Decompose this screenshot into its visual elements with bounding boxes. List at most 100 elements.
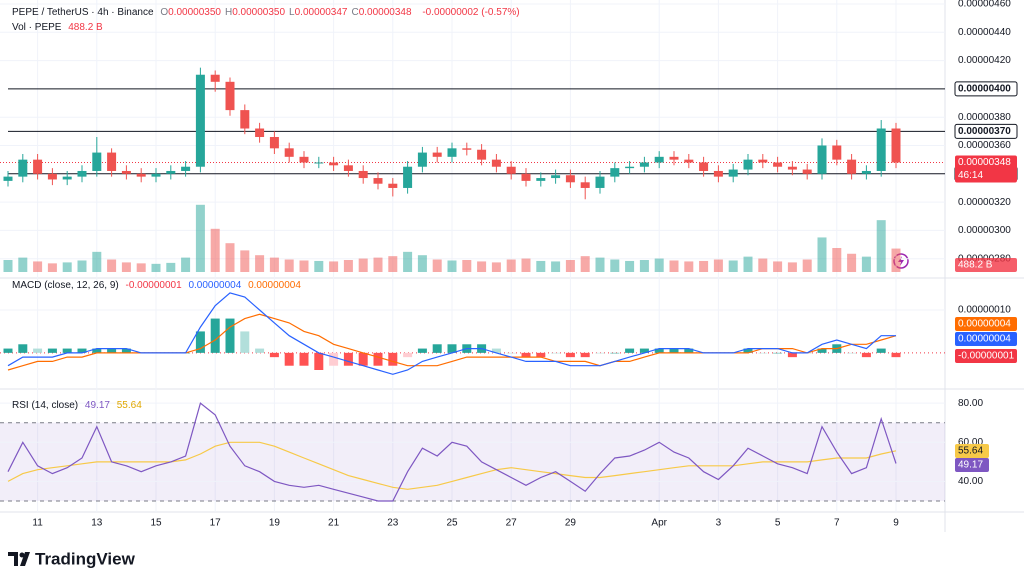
candle-body [18, 159, 28, 177]
candle-body [847, 159, 857, 174]
volume-bar [358, 258, 368, 272]
last-price-box [955, 155, 1017, 183]
macd-histogram-bar [121, 348, 131, 353]
candle-body [551, 175, 561, 179]
macd-histogram-bar [551, 352, 561, 354]
volume-bar [758, 258, 768, 272]
volume-bar [373, 257, 383, 272]
volume-legend: Vol · PEPE 488.2 B [12, 22, 107, 33]
y-tick-label: 0.00000360 [958, 140, 1011, 151]
volume-bar [817, 237, 827, 272]
candle-body [447, 148, 457, 157]
y-tick-label: 0.00000420 [958, 55, 1011, 66]
candle-body [477, 149, 487, 160]
macd-histogram-bar [3, 348, 13, 353]
macd-legend: MACD (close, 12, 26, 9) -0.00000001 0.00… [12, 280, 305, 291]
macd-histogram-bar [92, 348, 102, 353]
volume-bar [343, 260, 353, 272]
candle-body [891, 128, 901, 163]
candle-body [136, 173, 146, 177]
candle-body [639, 162, 649, 167]
volume-bar [151, 263, 161, 272]
macd-histogram-bar [580, 352, 590, 358]
volume-bar [565, 260, 575, 272]
rsi-line [7, 402, 897, 502]
candle-body [343, 165, 353, 171]
candle-body [403, 166, 413, 188]
volume-bar [787, 262, 797, 272]
candle-body [210, 74, 220, 82]
volume-bar [107, 259, 117, 272]
x-tick-label: 17 [210, 518, 222, 529]
x-tick-label: 15 [150, 518, 162, 529]
macd-histogram-bar [847, 352, 857, 354]
y-tick-label: 60.00 [958, 437, 983, 448]
candle-body [684, 159, 694, 163]
macd-histogram-bar [299, 352, 309, 366]
candle-body [699, 162, 709, 171]
y-tick-label: 0.00000440 [958, 27, 1011, 38]
macd-value-box [955, 349, 1017, 363]
candle-body [92, 152, 102, 171]
volume-bar [403, 251, 413, 272]
volume-bar [62, 262, 72, 272]
volume-bar [625, 260, 635, 272]
volume-bar [121, 262, 131, 272]
candle-body [121, 170, 131, 174]
candle-body [388, 183, 398, 188]
volume-bar [580, 256, 590, 272]
level-label-box [954, 123, 1018, 139]
brand-name: TradingView [35, 549, 136, 568]
volume-bar [536, 260, 546, 272]
volume-label-box [955, 258, 1017, 272]
y-tick-label: 0.00000380 [958, 112, 1011, 123]
volume-bar [181, 257, 191, 272]
volume-bar [743, 256, 753, 272]
y-tick-label: 40.00 [958, 476, 983, 487]
volume-bar [388, 256, 398, 272]
candle-body [876, 128, 886, 171]
macd-histogram-bar [343, 352, 353, 366]
volume-bar [595, 257, 605, 272]
x-tick-label: 21 [328, 518, 340, 529]
ohlc-value: 0.00000350 [168, 7, 221, 18]
candle-body [728, 169, 738, 177]
macd-histogram-bar [758, 352, 768, 354]
candle-body [77, 170, 87, 177]
candle-body [861, 170, 871, 174]
volume-bar [33, 261, 43, 272]
macd-histogram-bar [639, 348, 649, 353]
volume-bar [551, 261, 561, 272]
volume-bar [891, 248, 901, 272]
macd-hist-value: -0.00000001 [125, 280, 182, 291]
y-tick-label: 0.00000010 [958, 305, 1011, 316]
level-label: 0.00000370 [958, 126, 1011, 137]
volume-bar [491, 262, 501, 272]
candle-body [151, 173, 161, 177]
macd-histogram-bar [269, 352, 279, 358]
y-tick-label: 80.00 [958, 398, 983, 409]
candle-body [107, 152, 117, 171]
rsi-axis-value: 55.64 [958, 446, 983, 457]
candle-body [610, 168, 620, 177]
macd-histogram-bar [684, 348, 694, 353]
volume-bar [654, 258, 664, 272]
macd-histogram-bar [506, 352, 516, 354]
rsi-value-box [955, 458, 989, 472]
macd-histogram-bar [417, 348, 427, 353]
volume-bar [462, 260, 472, 272]
macd-histogram-bar [625, 348, 635, 353]
volume-bar [166, 262, 176, 272]
candle-body [832, 145, 842, 160]
candle-body [47, 173, 57, 180]
volume-bar [432, 259, 442, 272]
macd-histogram-bar [18, 344, 28, 353]
volume-bar [861, 256, 871, 272]
candle-body [565, 175, 575, 183]
macd-axis-value: 0.00000004 [958, 334, 1011, 345]
x-tick-label: 13 [91, 518, 103, 529]
macd-histogram-bar [195, 331, 205, 353]
ohlc-value: 0.00000350 [232, 7, 286, 18]
volume-bar [47, 263, 57, 272]
volume-bar [639, 260, 649, 272]
